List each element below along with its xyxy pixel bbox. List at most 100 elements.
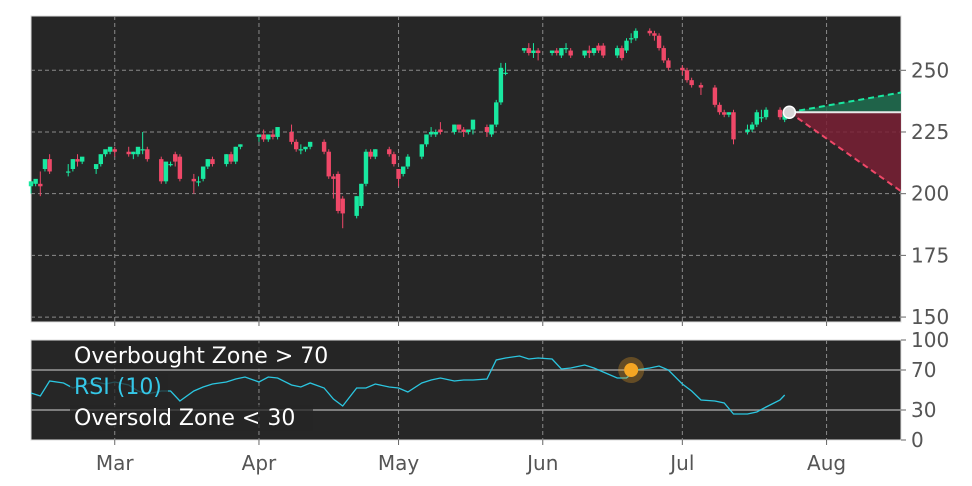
candle-body [303,146,308,150]
candle-body [591,48,597,54]
candle-body [177,156,183,179]
candle-body [456,124,462,130]
candle-body [554,50,559,54]
candle-body [763,109,769,118]
candle-body [126,151,131,155]
rsi-y-tick-label: 100 [911,328,949,352]
legend-overbought: Overbought Zone > 70 [74,344,328,369]
candle-body [498,67,504,103]
candle-body [717,104,722,113]
last-price-marker [782,105,797,119]
candle-body [680,67,685,71]
price-y-tick-label: 150 [911,305,949,329]
candle-body [70,159,76,169]
price-panel: 150 175 200 225 250 [28,15,949,329]
candle-body [163,161,169,182]
candle-body [266,134,271,140]
candle-body [289,131,294,142]
price-y-tick-label: 225 [911,120,949,144]
x-tick-label: Mar [96,451,135,475]
candle-body [196,181,201,183]
candle-body [210,159,215,165]
candle-body [470,119,476,130]
candle-body [47,159,52,172]
candle-body [326,151,331,177]
candle-body [698,85,704,88]
candle-body [633,30,639,39]
candle-body [559,48,564,56]
candle-body [38,183,43,187]
candle-body [689,80,694,86]
candle-body [107,146,113,152]
rsi-signal-marker [624,363,639,377]
candle-body [373,149,378,157]
candle-body [731,112,736,140]
candle-body [521,48,527,51]
candle-body [452,124,457,132]
price-y-tick-label: 175 [911,243,949,267]
candle-body [270,134,276,137]
candle-body [531,50,536,54]
candle-body [582,50,587,56]
legend-backdrop [70,405,313,431]
candle-body [159,159,164,182]
candle-body [335,173,341,211]
candle-body [391,154,397,165]
candle-body [135,146,141,155]
candle-body [400,166,406,174]
candle-body [145,149,150,160]
candle-body [79,156,85,162]
candle-body [368,151,373,157]
candle-body [684,70,690,81]
candle-body [42,159,48,169]
candle-body [647,30,652,34]
candle-body [354,196,359,216]
legend-backdrop [70,374,168,400]
rsi-y-tick-label: 70 [911,358,936,382]
candle-body [173,154,178,162]
candle-body [205,159,210,167]
legend-backdrop [70,343,350,369]
candle-body [461,129,466,132]
candle-body [619,48,625,58]
projection-lower-line [788,111,902,193]
candle-body [438,129,443,132]
candle-body [275,127,280,137]
candle-body [224,154,229,165]
candle-body [777,109,783,118]
x-tick-label: Apr [242,451,277,475]
candle-body [98,154,103,165]
candle-body [503,72,508,74]
projection-upper-line [789,91,902,114]
candle-body [712,87,718,105]
candle-body [28,181,34,187]
candle-body [656,35,662,49]
x-tick-label: Jun [525,451,558,475]
x-tick-label: Aug [807,451,846,475]
candle-body [359,183,364,207]
candle-body [419,144,425,157]
candle-body [405,156,411,167]
candle-body [745,129,750,132]
candle-body [93,164,99,169]
candle-body [666,60,671,68]
candle-body [726,112,732,115]
candle-body [484,127,490,132]
candle-body [749,124,755,130]
candle-body [466,129,471,132]
candle-body [112,149,117,152]
candle-body [363,151,369,184]
legend-oversold: Oversold Zone < 30 [74,406,295,431]
candle-body [424,134,429,145]
candle-body [759,117,764,119]
rsi-y-tick-label: 0 [911,428,924,452]
candle-body [103,149,108,155]
candle-body [615,48,620,56]
candle-body [596,45,601,51]
price-plot-area [30,15,902,323]
candle-body [66,171,71,173]
candle-body [256,134,262,137]
candle-body [722,112,727,115]
candle-body [601,45,606,56]
